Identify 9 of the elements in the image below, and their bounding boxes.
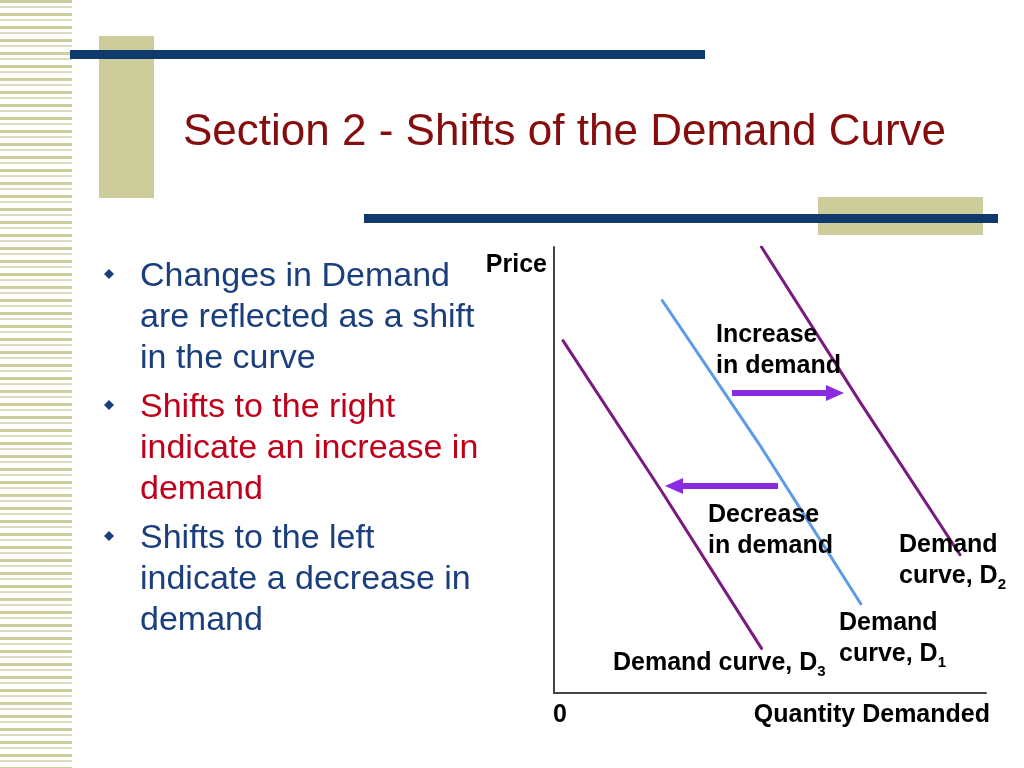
series-label: Demand curve, D$_{3}$: [613, 646, 826, 679]
text: Changes in Demand are reflected as a shift in the curve: [140, 255, 475, 375]
y-axis-title: Price: [485, 249, 547, 277]
x-axis-title: Quantity Demanded: [752, 698, 990, 729]
text: 0: [553, 698, 567, 729]
text: Shifts to the left indicate a decrease in demand: [140, 517, 471, 637]
series-label: Demand curve, D$_{1}$: [839, 606, 947, 670]
chart-title: Section 2 - Shifts of the Demand Curve: [183, 104, 947, 156]
text: Shifts to the right indicate an increase in demand: [140, 386, 479, 506]
